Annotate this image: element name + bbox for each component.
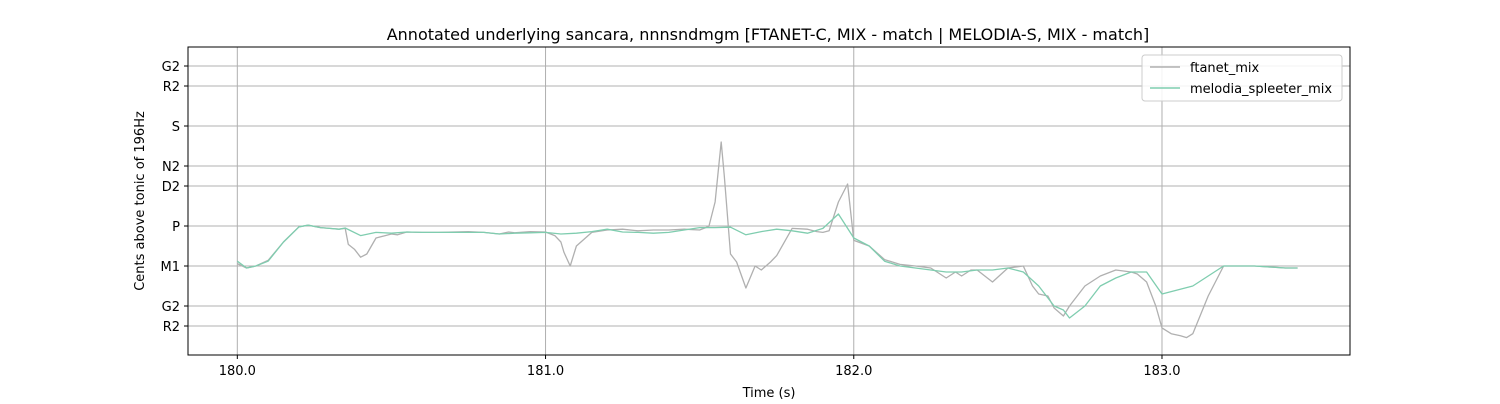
chart-title: Annotated underlying sancara, nnnsndmgm …: [387, 25, 1150, 44]
x-axis-label: Time (s): [742, 386, 796, 400]
legend: ftanet_mix melodia_spleeter_mix: [1141, 54, 1343, 102]
x-tick-label: 183.0: [1143, 364, 1180, 379]
y-tick-label: R2: [163, 320, 180, 335]
legend-box: [1141, 54, 1343, 102]
series-layer: [236, 141, 1298, 339]
y-tick-label: M1: [161, 260, 181, 275]
series-line-melodia-spleeter-mix: [236, 213, 1298, 319]
x-tick-label: 181.0: [527, 364, 564, 379]
legend-label-ftanet-mix: ftanet_mix: [1190, 61, 1260, 76]
plot-frame: [187, 46, 1351, 356]
y-tick-label: S: [172, 120, 180, 135]
y-tick-label: N2: [162, 160, 180, 175]
grid-layer: [188, 47, 1350, 355]
y-axis-label: Cents above tonic of 196Hz: [133, 111, 148, 291]
legend-label-melodia-spleeter-mix: melodia_spleeter_mix: [1190, 82, 1332, 97]
y-tick-label: D2: [162, 180, 180, 195]
x-tick-label: 180.0: [219, 364, 256, 379]
y-tick-label: G2: [162, 300, 180, 315]
y-tick-label: R2: [163, 80, 180, 95]
tick-layer: R2 G2 M1 P D2 N2 S R2 G2 180.0 181.0 182.0 183.0: [161, 60, 1181, 379]
x-tick-label: 182.0: [835, 364, 872, 379]
series-line-ftanet-mix: [237, 141, 1298, 339]
y-tick-label: G2: [162, 60, 180, 75]
y-tick-label: P: [172, 220, 180, 235]
